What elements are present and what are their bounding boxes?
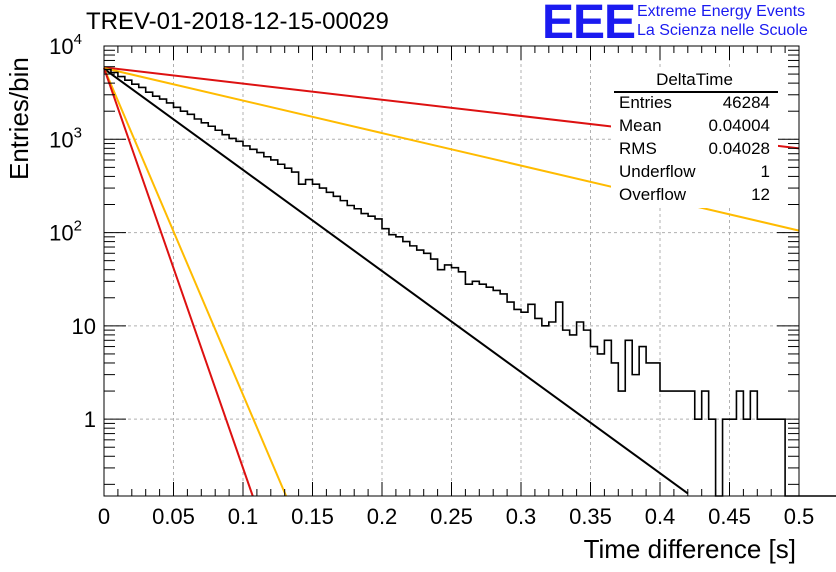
x-tick-label: 0.4 — [645, 504, 676, 529]
stats-title: DeltaTime — [656, 70, 733, 89]
stats-row: Entries 46284 — [619, 93, 770, 115]
x-tick-label: 0.45 — [708, 504, 751, 529]
y-tick-label: 103 — [49, 124, 82, 152]
stats-label: Mean — [619, 116, 662, 135]
logo-line-1: Extreme Energy Events — [637, 3, 806, 20]
stats-label: Overflow — [619, 185, 687, 204]
stats-value: 1 — [760, 162, 770, 181]
x-tick-label: 0.35 — [569, 504, 612, 529]
stats-divider — [614, 91, 778, 93]
logo-line-2: La Scienza nelle Scuole — [637, 22, 808, 39]
stats-label: Entries — [619, 93, 672, 112]
stats-row: Mean 0.04004 — [619, 116, 770, 138]
x-tick-label: 0.5 — [784, 504, 815, 529]
y-axis-label: Entries/bin — [4, 57, 34, 180]
y-tick-label: 10 — [72, 314, 96, 339]
x-tick-label: 0.3 — [506, 504, 537, 529]
x-tick-label: 0 — [98, 504, 110, 529]
stats-value: 0.04028 — [708, 139, 770, 158]
stats-value: 46284 — [722, 93, 770, 112]
histogram — [104, 68, 836, 497]
fit-line — [103, 67, 254, 497]
y-tick-label: 1 — [84, 407, 96, 432]
x-tick-label: 0.05 — [152, 504, 195, 529]
y-tick-label: 102 — [49, 218, 82, 246]
axis-ticks — [103, 45, 800, 496]
stats-value: 12 — [751, 185, 770, 204]
eee-logo: EEE — [542, 0, 636, 49]
x-tick-label: 0.25 — [430, 504, 473, 529]
x-tick-label: 0.2 — [367, 504, 398, 529]
stats-value: 0.04004 — [708, 116, 770, 135]
stats-box: DeltaTime Entries 46284 Mean 0.04004 RMS… — [611, 70, 778, 208]
y-tick-label: 104 — [49, 31, 82, 59]
x-tick-label: 0.1 — [228, 504, 259, 529]
stats-row: Underflow 1 — [619, 162, 770, 184]
stats-label: Underflow — [619, 162, 696, 181]
x-axis-label: Time difference [s] — [583, 534, 796, 564]
stats-row: RMS 0.04028 — [619, 139, 770, 161]
stats-row: Overflow 12 — [619, 185, 770, 207]
x-tick-label: 0.15 — [291, 504, 334, 529]
stats-label: RMS — [619, 139, 657, 158]
histogram-outline — [104, 68, 836, 497]
fit-line — [103, 67, 288, 497]
fit-line — [103, 67, 689, 495]
x-tick-labels: 0 0.05 0.1 0.15 0.2 0.25 0.3 0.35 0.4 0.45 0.5 — [98, 504, 814, 529]
chart-title: TREV-01-2018-12-15-00029 — [86, 8, 389, 35]
